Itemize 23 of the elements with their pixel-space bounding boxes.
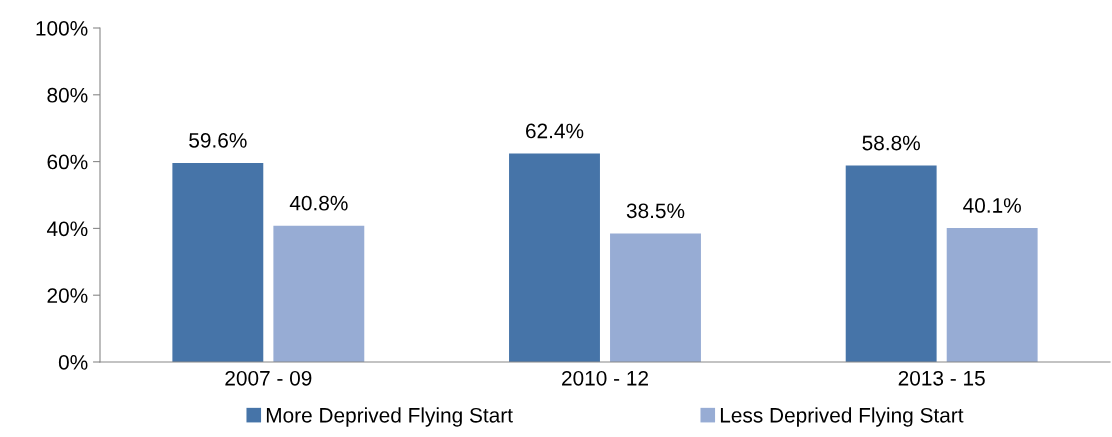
bar — [509, 153, 600, 362]
data-label: 40.1% — [963, 198, 1021, 213]
y-tick-label: 100% — [36, 21, 88, 36]
y-tick-label: 20% — [47, 288, 88, 303]
data-label: 40.8% — [289, 195, 348, 211]
x-tick-label: 2007 - 09 — [225, 370, 312, 386]
y-tick-label: 60% — [47, 154, 88, 170]
bar — [273, 225, 365, 362]
bar — [610, 233, 701, 362]
data-label: 59.6% — [189, 132, 247, 148]
x-tick-label: 2013 - 15 — [898, 370, 985, 386]
y-tick-label: 0% — [58, 355, 88, 370]
bar — [172, 162, 264, 362]
bar — [946, 228, 1038, 362]
legend-label: More Deprived Flying Start — [266, 407, 513, 427]
data-label: 58.8% — [862, 135, 920, 151]
x-tick-label: 2010 - 12 — [562, 370, 648, 386]
data-label: 62.4% — [526, 123, 584, 139]
data-label: 38.5% — [626, 203, 685, 219]
bar — [845, 165, 937, 362]
y-tick-label: 80% — [47, 87, 88, 103]
legend-label: Less Deprived Flying Start — [720, 407, 964, 427]
y-tick-label: 40% — [46, 221, 88, 237]
